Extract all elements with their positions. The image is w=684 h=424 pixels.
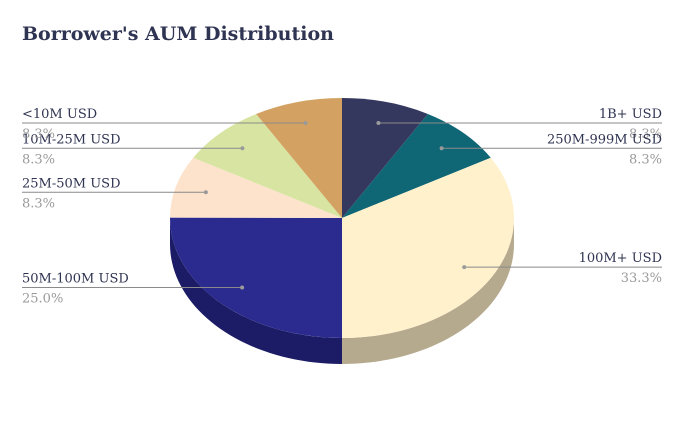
pie-3d-sides	[170, 218, 514, 364]
leader-dot-4	[203, 190, 208, 195]
slice-label-4: 25M-50M USD	[22, 176, 121, 191]
slice-2[interactable]	[342, 157, 515, 338]
slice-label-0: 1B+ USD	[599, 107, 662, 122]
leader-dot-6	[303, 120, 308, 125]
slice-1[interactable]	[342, 114, 491, 218]
slice-5[interactable]	[193, 114, 342, 218]
leader-dot-1	[439, 146, 444, 151]
slice-percent-3: 25.0%	[22, 291, 63, 306]
slice-percent-2: 33.3%	[621, 271, 662, 286]
slice-label-3: 50M-100M USD	[22, 271, 129, 286]
pie-slices	[169, 98, 515, 338]
slice-percent-4: 8.3%	[22, 196, 55, 211]
slice-percent-0: 8.3%	[629, 127, 662, 142]
slice-percent-6: 8.3%	[22, 127, 55, 142]
slice-3[interactable]	[169, 217, 342, 338]
leader-dot-5	[240, 146, 245, 151]
slice-percent-5: 8.3%	[22, 152, 55, 167]
slice-label-6: <10M USD	[22, 107, 97, 122]
slice-6[interactable]	[256, 98, 342, 218]
leader-dot-3	[240, 285, 245, 290]
slice-percent-1: 8.3%	[629, 152, 662, 167]
slice-0[interactable]	[342, 98, 428, 218]
chart-title: Borrower's AUM Distribution	[22, 23, 334, 45]
slice-side-3	[170, 218, 342, 364]
leader-dot-0	[376, 120, 381, 125]
leader-dot-2	[462, 265, 467, 270]
slice-4[interactable]	[170, 157, 342, 218]
slice-label-5: 10M-25M USD	[22, 132, 121, 147]
slice-label-2: 100M+ USD	[579, 251, 662, 266]
slice-side-2	[342, 218, 514, 364]
slice-label-1: 250M-999M USD	[547, 132, 662, 147]
